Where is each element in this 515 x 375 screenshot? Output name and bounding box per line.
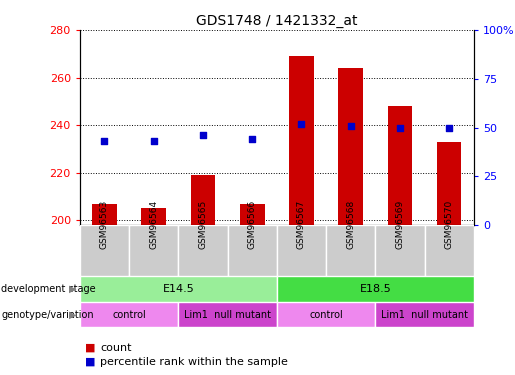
Text: Lim1  null mutant: Lim1 null mutant [381, 310, 468, 320]
Bar [80, 302, 178, 327]
Bar [388, 106, 412, 225]
Bar [289, 56, 314, 225]
Bar [142, 209, 166, 225]
Bar [178, 302, 277, 327]
Text: control: control [309, 310, 343, 320]
Text: E14.5: E14.5 [162, 284, 194, 294]
Text: ▶: ▶ [68, 310, 76, 320]
Text: GSM96564: GSM96564 [149, 200, 158, 249]
Bar [191, 175, 215, 225]
Text: GSM96566: GSM96566 [248, 200, 256, 249]
Text: GSM96568: GSM96568 [346, 200, 355, 249]
Text: Lim1  null mutant: Lim1 null mutant [184, 310, 271, 320]
Text: ▶: ▶ [68, 284, 76, 294]
Point [248, 136, 256, 142]
Text: ■: ■ [85, 357, 95, 367]
Bar [228, 225, 277, 276]
Text: control: control [112, 310, 146, 320]
Bar [277, 276, 474, 302]
Point [445, 124, 453, 130]
Bar [424, 225, 474, 276]
Bar [375, 225, 424, 276]
Point [199, 132, 207, 138]
Text: E18.5: E18.5 [359, 284, 391, 294]
Text: genotype/variation: genotype/variation [1, 310, 94, 320]
Text: ■: ■ [85, 343, 95, 353]
Text: GSM96565: GSM96565 [198, 200, 208, 249]
Point [100, 138, 109, 144]
Bar [129, 225, 178, 276]
Bar [277, 225, 326, 276]
Text: GSM96563: GSM96563 [100, 200, 109, 249]
Text: percentile rank within the sample: percentile rank within the sample [100, 357, 288, 367]
Point [396, 124, 404, 130]
Bar [80, 276, 277, 302]
Text: development stage: development stage [1, 284, 96, 294]
Bar [178, 225, 228, 276]
Text: GSM96569: GSM96569 [396, 200, 404, 249]
Point [297, 121, 305, 127]
Bar [375, 302, 474, 327]
Bar [80, 225, 129, 276]
Point [149, 138, 158, 144]
Bar [240, 204, 265, 225]
Bar [277, 302, 375, 327]
Bar [338, 68, 363, 225]
Bar [437, 142, 461, 225]
Point [347, 123, 355, 129]
Text: GSM96567: GSM96567 [297, 200, 306, 249]
Text: GSM96570: GSM96570 [444, 200, 454, 249]
Bar [92, 204, 117, 225]
Title: GDS1748 / 1421332_at: GDS1748 / 1421332_at [196, 13, 357, 28]
Text: count: count [100, 343, 132, 353]
Bar [326, 225, 375, 276]
